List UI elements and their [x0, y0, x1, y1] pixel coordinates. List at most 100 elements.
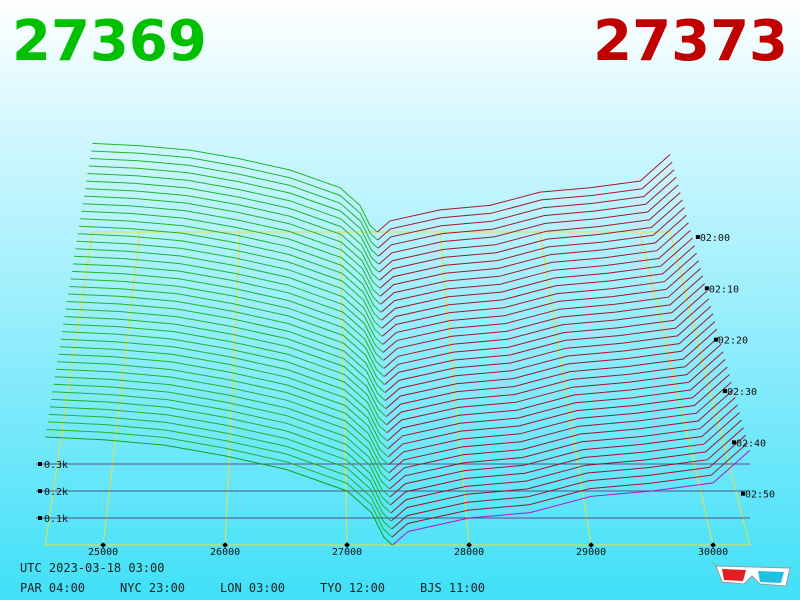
time-label: 02:10: [709, 284, 739, 295]
ask-depth-line: [385, 313, 714, 401]
x-tick-label: 25000: [88, 547, 118, 558]
x-tick-label: 30000: [698, 547, 728, 558]
tick-mark: [588, 542, 594, 548]
bid-depth-line: [57, 361, 389, 466]
bid-depth-line: [71, 270, 384, 369]
tick-mark: [740, 491, 745, 496]
time-label: 02:40: [736, 438, 766, 449]
ask-depth-line: [384, 298, 710, 385]
tick-mark: [466, 542, 472, 548]
zone-time: LON 03:00: [220, 581, 285, 595]
ask-depth-line: [391, 434, 746, 530]
ask-depth-line: [390, 419, 742, 514]
ask-depth-line: [382, 252, 697, 337]
grid-line: [339, 231, 348, 546]
x-tick-label: 26000: [210, 547, 240, 558]
time-label: 02:00: [700, 233, 730, 244]
zone-time: TYO 12:00: [320, 581, 385, 595]
ask-depth-line: [381, 245, 695, 329]
time-label: 02:20: [718, 336, 748, 347]
bid-depth-line: [49, 406, 391, 514]
ask-depth-line: [383, 275, 704, 361]
ask-depth-line: [386, 336, 720, 425]
ask-depth-line: [384, 290, 708, 377]
ask-depth-line: [380, 214, 687, 297]
ask-depth-line: [389, 397, 736, 490]
bid-depth-line: [70, 278, 385, 377]
ask-depth-line: [378, 184, 679, 265]
grid-line: [539, 231, 592, 546]
ask-depth-line: [382, 268, 702, 353]
bid-depth-line: [88, 165, 379, 257]
ask-depth-line: [387, 351, 724, 442]
bid-depth-line: [87, 173, 379, 265]
bid-depth-line: [55, 368, 389, 474]
ask-depth-line: [387, 366, 728, 458]
time-label: 02:30: [727, 387, 757, 398]
zone-time: PAR 04:00: [20, 581, 85, 595]
ask-depth-line: [382, 260, 700, 345]
tick-mark: [100, 542, 106, 548]
ask-depth-line: [378, 192, 681, 273]
tick-mark: [713, 337, 718, 342]
ask-depth-line: [379, 207, 685, 289]
utc-time: UTC 2023-03-18 03:00: [20, 561, 165, 575]
plot: 25000 26000 27000 28000 29000 30000 0.1k 0.2k 0.…: [36, 142, 775, 558]
tick-mark: [38, 489, 42, 493]
bid-depth-line: [59, 346, 388, 450]
bid-depth-line: [68, 293, 386, 393]
bid-depth-line: [82, 203, 381, 297]
ask-depth-line: [391, 442, 749, 538]
tick-mark: [722, 389, 727, 394]
bid-price: 27369: [12, 9, 207, 74]
bid-depth-line: [63, 323, 387, 425]
tick-mark: [695, 235, 700, 240]
zone-time: BJS 11:00: [420, 581, 485, 595]
tick-mark: [38, 462, 42, 466]
tick-mark: [704, 286, 709, 291]
ask-depth-line: [388, 381, 732, 474]
bid-depth-line: [54, 376, 390, 482]
bid-depth-line: [92, 142, 378, 233]
y-tick-label: 0.2k: [44, 487, 68, 498]
ask-depth-line: [377, 169, 675, 249]
bid-depth-line: [89, 158, 379, 249]
bid-depth-line: [45, 436, 393, 546]
bid-depth-line: [75, 248, 383, 345]
x-tick-label: 28000: [454, 547, 484, 558]
zone-time: NYC 23:00: [120, 581, 185, 595]
bid-depth-line: [85, 188, 380, 281]
ask-price: 27373: [593, 9, 788, 74]
tick-mark: [344, 542, 350, 548]
tick-mark: [731, 440, 736, 445]
tick-mark: [38, 516, 42, 520]
bid-depth-line: [86, 180, 380, 273]
grid-line: [439, 231, 470, 546]
bid-depth-line: [69, 286, 385, 385]
bid-depth-line: [81, 210, 381, 305]
ask-depth-line: [384, 305, 712, 393]
grid-line: [639, 231, 714, 546]
ask-depth-line: [386, 343, 722, 433]
y-tick-label: 0.1k: [44, 514, 68, 525]
bid-depth-line: [77, 233, 382, 329]
bid-depth-line: [66, 301, 386, 401]
bid-depth-line: [74, 255, 384, 353]
ask-depth-line: [380, 222, 689, 305]
ask-depth-line: [391, 427, 744, 522]
bid-depth-line: [60, 338, 388, 442]
bid-depth-line: [62, 331, 388, 433]
time-label: 02:50: [745, 490, 775, 501]
bid-depth-line: [58, 353, 389, 458]
ask-depth-line: [376, 154, 671, 233]
x-tick-label: 27000: [332, 547, 362, 558]
ask-depth-line: [389, 404, 738, 498]
x-tick-label: 29000: [576, 547, 606, 558]
bid-depth-line: [72, 263, 384, 361]
ask-depth-line: [387, 359, 726, 450]
bid-depth-line: [46, 429, 393, 538]
bid-depth-line: [47, 421, 392, 530]
